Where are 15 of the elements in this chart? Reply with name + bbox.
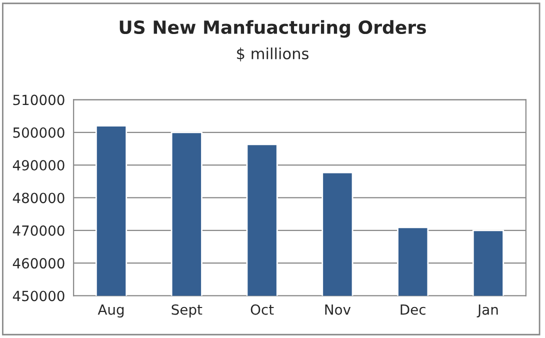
- chart-subtitle: $ millions: [237, 48, 308, 62]
- x-tick-label: Jan: [476, 304, 498, 318]
- y-tick-label: 500000: [13, 127, 64, 138]
- x-tick-label: Sept: [172, 304, 202, 318]
- y-tick-label: 460000: [12, 258, 64, 269]
- y-tick-label: 450000: [12, 290, 64, 302]
- x-tick-label: Aug: [98, 304, 124, 318]
- x-tick-label: Oct: [250, 304, 274, 315]
- y-tick-label: 490000: [12, 160, 64, 171]
- x-tick-label: Dec: [400, 304, 426, 315]
- y-tick-label: 510000: [13, 94, 64, 106]
- chart-title: US New Manfuacturing Orders: [120, 20, 426, 38]
- x-tick-label: Nov: [325, 304, 351, 315]
- y-tick-label: 480000: [12, 192, 64, 204]
- y-tick-label: 470000: [12, 225, 64, 236]
